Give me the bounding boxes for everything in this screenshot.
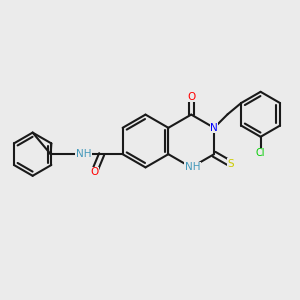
- Text: S: S: [228, 159, 234, 169]
- Text: O: O: [90, 167, 98, 177]
- Text: O: O: [187, 92, 195, 102]
- Text: N: N: [210, 123, 218, 133]
- Text: NH: NH: [76, 149, 92, 159]
- Text: Cl: Cl: [256, 148, 265, 158]
- Text: NH: NH: [185, 162, 200, 172]
